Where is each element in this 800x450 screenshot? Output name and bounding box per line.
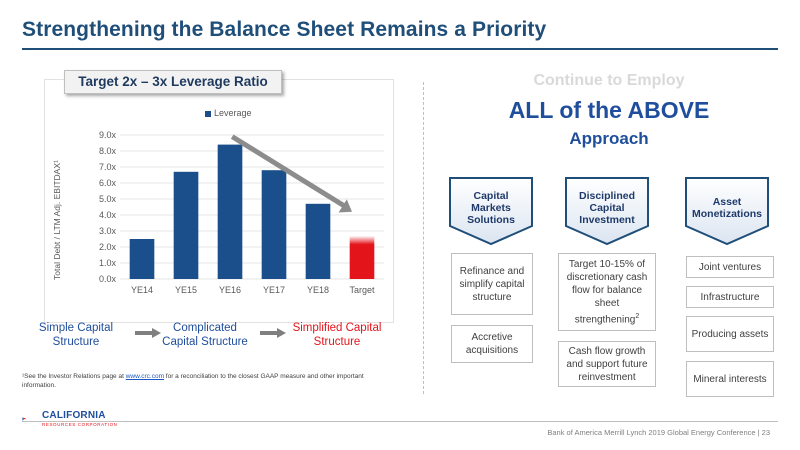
caption-complicated: Complicated Capital Structure [162, 322, 248, 348]
y-tick-label: 4.0x [99, 210, 117, 220]
bar [129, 239, 155, 279]
list-item: Joint ventures [686, 256, 774, 278]
y-tick-label: 0.0x [99, 274, 117, 284]
column-divider [423, 82, 424, 394]
y-tick-label: 3.0x [99, 226, 117, 236]
y-axis-label: Total Debt / LTM Adj. EBITDAX¹ [52, 160, 62, 280]
list-item: Mineral interests [686, 361, 774, 397]
legend-label: Leverage [214, 108, 252, 118]
x-tick-label: YE17 [263, 285, 285, 295]
bar [173, 171, 199, 279]
trend-arrow-icon [230, 134, 346, 208]
list-item: Target 10-15% of discretionary cash flow… [558, 253, 656, 331]
list-item: Producing assets [686, 316, 774, 352]
approach-line-1: Continue to Employ [533, 72, 685, 89]
arrow-right-icon [260, 328, 286, 338]
logo-name: CALIFORNIA [42, 410, 106, 421]
chevron-capital-investment [565, 177, 649, 246]
x-tick-label: YE15 [175, 285, 197, 295]
superscript: 2 [635, 312, 640, 320]
chart-legend: Leverage [205, 108, 252, 118]
y-tick-label: 9.0x [99, 130, 117, 140]
y-tick-label: 8.0x [99, 146, 117, 156]
bar [305, 203, 331, 279]
bar [261, 170, 287, 279]
california-bear-logo-icon [22, 417, 26, 421]
arrow-right-icon [135, 328, 161, 338]
logo-subtitle: RESOURCES CORPORATION [42, 422, 118, 427]
x-tick-label: YE14 [131, 285, 153, 295]
y-tick-label: 1.0x [99, 258, 117, 268]
y-tick-label: 6.0x [99, 178, 117, 188]
list-item: Accretive acquisitions [451, 325, 533, 363]
footnote-suffix: for a reconciliation to the closest GAAP… [22, 373, 364, 389]
y-tick-label: 7.0x [99, 162, 117, 172]
y-tick-label: 5.0x [99, 194, 117, 204]
caption-simple: Simple Capital Structure [38, 322, 114, 348]
y-tick-label: 2.0x [99, 242, 117, 252]
leverage-chart: 0.0x 1.0x 2.0x 3.0x 4.0x 5.0x 6.0x 7.0x 8.0x 9.0x… [99, 130, 384, 295]
list-item: Infrastructure [686, 286, 774, 308]
chevron-capital-markets [449, 177, 533, 246]
x-tick-label: YE16 [219, 285, 241, 295]
footnote: ¹See the Investor Relations page at www.… [22, 372, 392, 390]
footer-text: Bank of America Merrill Lynch 2019 Globa… [547, 428, 770, 437]
list-item: Cash flow growth and support future rein… [558, 341, 656, 387]
list-item: Refinance and simplify capital structure [451, 253, 533, 315]
title-underline [22, 48, 778, 50]
bar [349, 235, 375, 279]
approach-line-3: Approach [569, 129, 649, 148]
chevron-asset-monetizations [685, 177, 769, 246]
column-heading: Asset Monetizations [692, 196, 762, 220]
bar [217, 144, 243, 279]
footer-divider [22, 421, 778, 422]
slide-title: Strengthening the Balance Sheet Remains … [22, 18, 547, 41]
column-heading: Disciplined Capital Investment [578, 190, 635, 226]
trend-arrow-head-icon [338, 199, 352, 213]
footnote-link[interactable]: www.crc.com [125, 373, 164, 380]
x-tick-label: YE18 [307, 285, 329, 295]
x-tick-label: Target [349, 285, 375, 295]
chart-panel-title: Target 2x – 3x Leverage Ratio [64, 70, 282, 94]
column-heading: Capital Markets Solutions [467, 190, 515, 226]
legend-swatch [205, 110, 211, 117]
caption-simplified: Simplified Capital Structure [292, 322, 382, 348]
approach-line-2: ALL of the ABOVE [508, 97, 710, 123]
footnote-prefix: ¹See the Investor Relations page at [22, 373, 126, 380]
list-item-text: Target 10-15% of discretionary cash flow… [566, 258, 648, 326]
